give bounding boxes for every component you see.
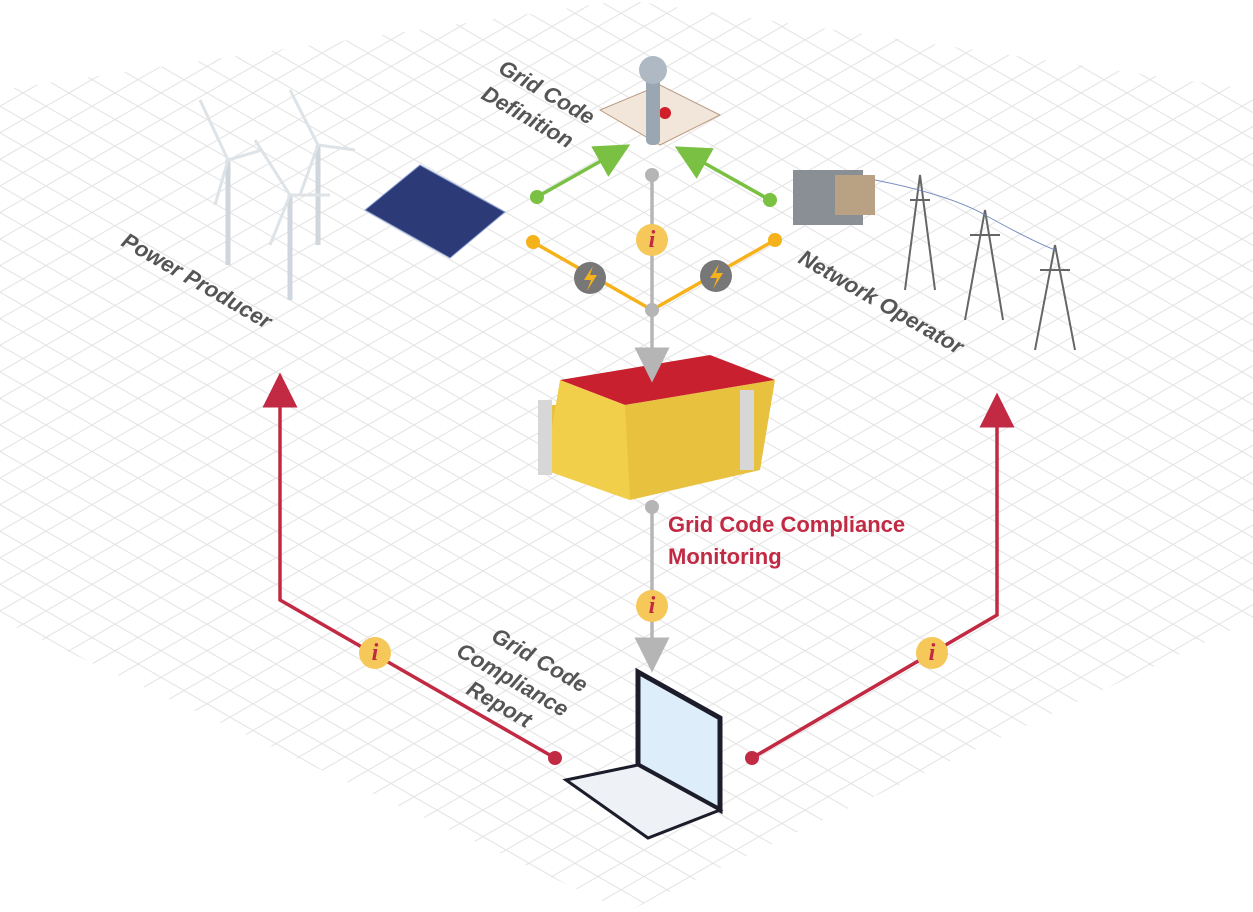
connectors [262, 144, 1015, 760]
monitoring-device [538, 355, 775, 500]
power-icons [574, 260, 732, 294]
certificate-key [598, 56, 722, 146]
info-icons: i i i i [359, 224, 948, 669]
wind-turbines [198, 89, 356, 300]
connector-dots [526, 168, 782, 765]
laptop [562, 667, 724, 840]
label-monitoring-1: Grid Code Compliance [668, 512, 905, 537]
network-assets [793, 170, 1076, 351]
info-icon: i [649, 227, 656, 253]
label-monitoring-2: Monitoring [668, 544, 782, 569]
solar-panels [364, 164, 506, 259]
info-icon: i [929, 640, 936, 666]
info-icon: i [649, 593, 656, 619]
info-icon: i [372, 640, 379, 666]
